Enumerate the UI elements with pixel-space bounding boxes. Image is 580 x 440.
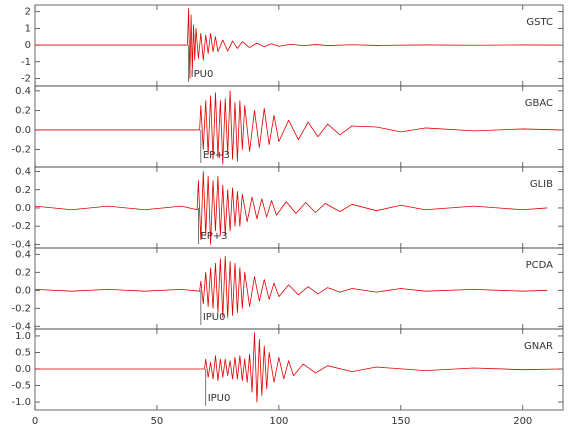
y-tick-label: 0.4: [15, 249, 31, 260]
pick-label: IPU0: [203, 312, 226, 323]
y-tick-label: 0.4: [15, 167, 31, 178]
y-tick-label: 1: [25, 23, 31, 34]
y-tick-label: -1: [21, 57, 31, 68]
y-tick-label: 0: [25, 40, 31, 51]
seismic-trace: [34, 255, 548, 318]
seismic-trace: [34, 171, 548, 245]
y-tick-label: -2: [21, 73, 31, 84]
pick-label: EP+3: [200, 231, 227, 242]
y-tick-label: 0.0: [15, 203, 31, 214]
panel-frame: [34, 247, 564, 330]
seismic-trace: [35, 90, 560, 165]
panel-frame: [34, 166, 564, 249]
y-tick-label: 0.2: [15, 185, 31, 196]
pick-label: EP+3: [203, 150, 230, 161]
x-tick-label: 150: [391, 416, 410, 427]
y-tick-label: -0.2: [11, 303, 31, 314]
y-tick-label: 1.0: [15, 331, 31, 342]
y-tick-label: -0.2: [11, 144, 31, 155]
seismic-trace: [35, 7, 560, 79]
pick-label: IPU0: [191, 69, 214, 80]
y-tick-label: 0.0: [15, 125, 31, 136]
y-tick-label: -0.4: [11, 321, 31, 332]
x-tick-label: 200: [513, 416, 532, 427]
y-tick-label: 0.4: [15, 86, 31, 97]
x-tick-label: 100: [269, 416, 288, 427]
y-tick-label: -1.0: [11, 397, 31, 408]
station-label: PCDA: [526, 260, 554, 271]
y-tick-label: 0.5: [15, 347, 31, 358]
x-tick-label: 50: [151, 416, 164, 427]
y-tick-label: 0.2: [15, 105, 31, 116]
station-label: GLIB: [530, 179, 553, 190]
y-tick-label: -0.2: [11, 221, 31, 232]
seismic-trace: [35, 332, 560, 403]
y-tick-label: 0.0: [15, 364, 31, 375]
y-tick-label: 0.2: [15, 267, 31, 278]
station-label: GNAR: [524, 341, 553, 352]
station-label: GSTC: [526, 17, 553, 28]
x-tick-label: 0: [32, 416, 38, 427]
pick-label: IPU0: [208, 393, 231, 404]
panel-frame: [34, 328, 564, 411]
y-tick-label: -0.4: [11, 239, 31, 250]
panel-frame: [34, 85, 564, 168]
y-tick-label: 0.0: [15, 285, 31, 296]
y-tick-label: -0.5: [11, 381, 31, 392]
y-tick-label: 2: [25, 7, 31, 18]
station-label: GBAC: [525, 98, 553, 109]
